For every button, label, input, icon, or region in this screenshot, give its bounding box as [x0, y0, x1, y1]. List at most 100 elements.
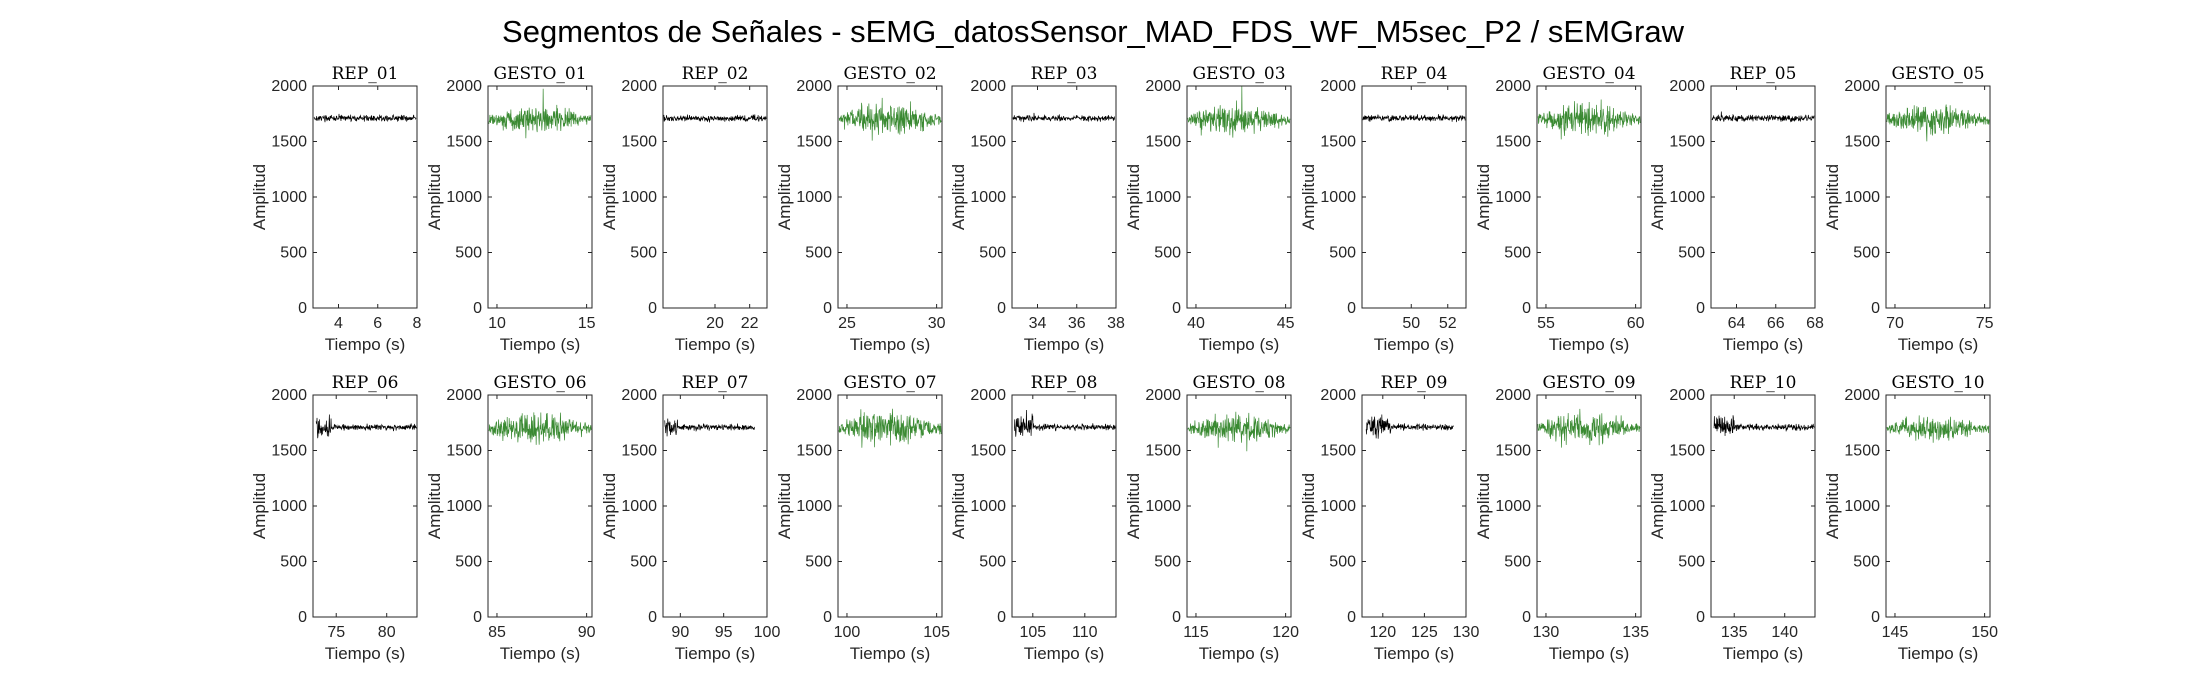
- y-tick-label: 0: [1871, 300, 1880, 317]
- x-tick-label: 100: [834, 624, 861, 641]
- y-tick-label: 2000: [271, 387, 307, 404]
- y-tick-label: 1000: [1320, 498, 1356, 515]
- x-tick-label: 90: [578, 624, 596, 641]
- signal-trace: [663, 114, 767, 123]
- y-tick-label: 1500: [1145, 443, 1181, 460]
- subplot-title: GESTO_06: [493, 373, 586, 393]
- subplot-title: GESTO_09: [1542, 373, 1635, 393]
- y-tick-label: 0: [1347, 300, 1356, 317]
- y-tick-label: 0: [823, 300, 832, 317]
- y-tick-label: 0: [1522, 300, 1531, 317]
- x-tick-label: 55: [1537, 315, 1555, 332]
- y-axis-label: Amplitud: [425, 473, 444, 539]
- y-axis-label: Amplitud: [949, 164, 968, 230]
- y-tick-label: 1000: [271, 498, 307, 515]
- subplot-title: GESTO_05: [1891, 64, 1984, 84]
- y-axis-label: Amplitud: [600, 164, 619, 230]
- y-tick-label: 2000: [1669, 78, 1705, 95]
- y-axis-label: Amplitud: [1124, 164, 1143, 230]
- y-axis-label: Amplitud: [1299, 473, 1318, 539]
- x-axis-label: Tiempo (s): [1898, 335, 1979, 354]
- signal-trace: [313, 113, 417, 123]
- y-tick-label: 1500: [796, 443, 832, 460]
- subplot-title: GESTO_01: [493, 64, 586, 84]
- axes-box: [1361, 85, 1467, 309]
- y-tick-label: 500: [630, 554, 657, 571]
- y-tick-label: 1000: [446, 189, 482, 206]
- y-tick-label: 500: [455, 245, 482, 262]
- y-tick-label: 500: [805, 554, 832, 571]
- y-tick-label: 1000: [1495, 498, 1531, 515]
- y-tick-label: 2000: [446, 387, 482, 404]
- y-tick-label: 1000: [970, 498, 1006, 515]
- x-axis-label: Tiempo (s): [1723, 644, 1804, 663]
- x-tick-label: 66: [1767, 315, 1785, 332]
- y-tick-label: 2000: [1844, 387, 1880, 404]
- y-tick-label: 1500: [1495, 443, 1531, 460]
- subplot-gesto-04: GESTO_04 0 500 1000 1500 2000 55 60 Tiempo (s) Am…: [1474, 64, 1645, 354]
- x-axis-label: Tiempo (s): [1374, 644, 1455, 663]
- signal-trace: [838, 97, 942, 141]
- y-tick-label: 1000: [1495, 189, 1531, 206]
- x-tick-label: 34: [1029, 315, 1047, 332]
- y-tick-label: 500: [1504, 554, 1531, 571]
- y-axis-label: Amplitud: [1299, 164, 1318, 230]
- subplot-title: REP_05: [1730, 64, 1797, 84]
- y-tick-label: 0: [1522, 609, 1531, 626]
- x-tick-label: 4: [334, 315, 343, 332]
- y-tick-label: 500: [1154, 245, 1181, 262]
- signal-trace: [315, 414, 417, 439]
- y-tick-label: 1500: [1669, 443, 1705, 460]
- x-tick-label: 105: [923, 624, 950, 641]
- subplot-rep-04: REP_04 0 500 1000 1500 2000 50 52 Tiempo (s) Ampl…: [1299, 64, 1467, 354]
- figure-title: Segmentos de Señales - sEMG_datosSensor_…: [502, 14, 1685, 49]
- y-tick-label: 500: [979, 554, 1006, 571]
- y-axis-label: Amplitud: [775, 164, 794, 230]
- y-tick-label: 1500: [1320, 134, 1356, 151]
- y-tick-label: 0: [823, 609, 832, 626]
- x-tick-label: 150: [1971, 624, 1998, 641]
- x-tick-label: 6: [373, 315, 382, 332]
- x-tick-label: 145: [1882, 624, 1909, 641]
- subplot-gesto-08: GESTO_08 0 500 1000 1500 2000 115 120 Tiempo (s)…: [1124, 373, 1299, 663]
- y-tick-label: 0: [1871, 609, 1880, 626]
- x-tick-label: 130: [1453, 624, 1480, 641]
- x-tick-label: 64: [1728, 315, 1746, 332]
- x-tick-label: 95: [715, 624, 733, 641]
- subplot-rep-02: REP_02 0 500 1000 1500 2000 20 22 Tiempo (s) Ampl…: [600, 64, 768, 354]
- y-tick-label: 0: [997, 609, 1006, 626]
- signal-trace: [1187, 411, 1291, 452]
- subplot-title: REP_10: [1730, 373, 1797, 393]
- x-tick-label: 105: [1019, 624, 1046, 641]
- x-tick-label: 20: [706, 315, 724, 332]
- x-tick-label: 15: [578, 315, 596, 332]
- subplot-title: REP_07: [682, 373, 749, 393]
- x-axis-label: Tiempo (s): [1898, 644, 1979, 663]
- y-tick-label: 1000: [796, 498, 832, 515]
- y-tick-label: 0: [1696, 609, 1705, 626]
- subplot-title: GESTO_04: [1542, 64, 1635, 84]
- y-tick-label: 1500: [1320, 443, 1356, 460]
- y-tick-label: 500: [280, 554, 307, 571]
- x-tick-label: 22: [741, 315, 759, 332]
- y-tick-label: 1500: [796, 134, 832, 151]
- y-tick-label: 2000: [1320, 78, 1356, 95]
- signal-trace: [838, 408, 942, 448]
- y-axis-label: Amplitud: [1474, 164, 1493, 230]
- signal-trace: [1365, 414, 1454, 439]
- x-tick-label: 140: [1771, 624, 1798, 641]
- x-tick-label: 110: [1072, 624, 1098, 641]
- y-tick-label: 2000: [621, 78, 657, 95]
- signal-trace: [1886, 104, 1990, 142]
- y-tick-label: 500: [1504, 245, 1531, 262]
- y-tick-label: 1000: [1320, 189, 1356, 206]
- subplot-title: REP_01: [332, 64, 399, 84]
- x-tick-label: 40: [1187, 315, 1205, 332]
- x-tick-label: 50: [1402, 315, 1420, 332]
- x-tick-label: 80: [378, 624, 396, 641]
- x-axis-label: Tiempo (s): [1024, 335, 1105, 354]
- x-axis-label: Tiempo (s): [325, 335, 406, 354]
- x-tick-label: 85: [488, 624, 506, 641]
- y-tick-label: 1500: [271, 443, 307, 460]
